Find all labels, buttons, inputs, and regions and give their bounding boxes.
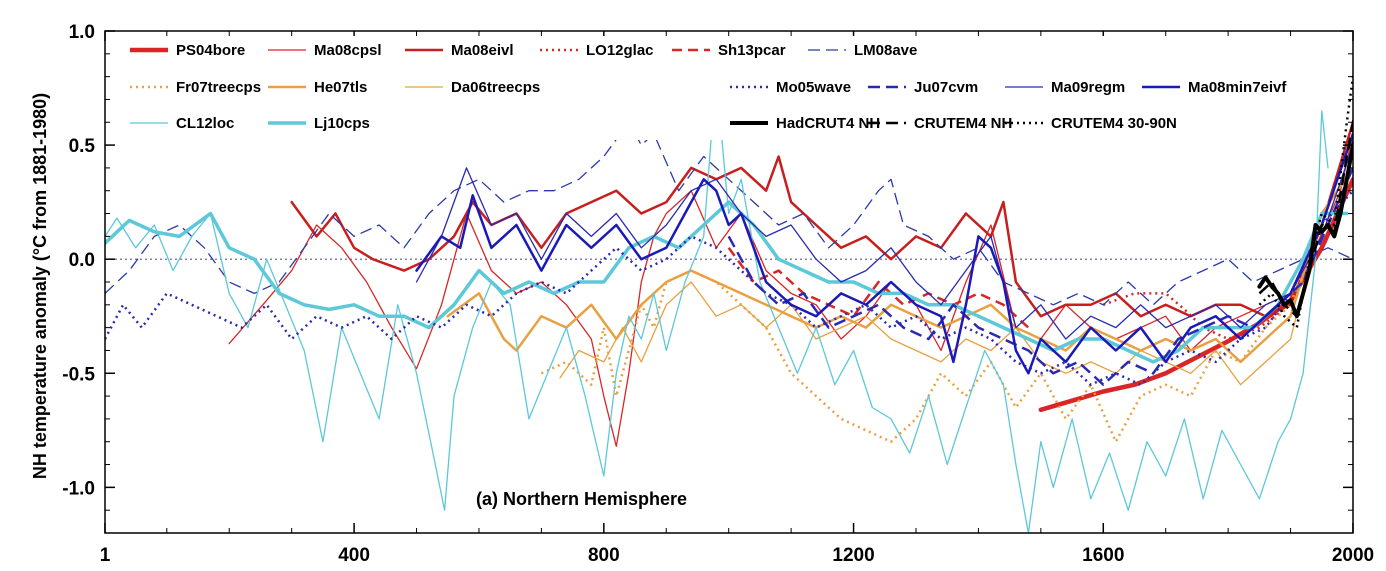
legend-label-ma08cpsl: Ma08cpsl	[314, 42, 382, 59]
y-axis-label: NH temperature anomaly (°C from 1881-198…	[30, 93, 50, 479]
y-tick-label: -0.5	[62, 364, 95, 385]
legend-label-lj10cps: Lj10cps	[314, 115, 370, 132]
series-group	[105, 67, 1353, 533]
x-tick-label: 2000	[1332, 545, 1374, 566]
chart-annotation: (a) Northern Hemisphere	[476, 489, 687, 509]
legend-label-sh13pcar: Sh13pcar	[718, 42, 786, 59]
y-tick-label: -1.0	[62, 478, 95, 499]
legend-label-ma09regm: Ma09regm	[1051, 79, 1125, 96]
legend-label-ju07cvm: Ju07cvm	[914, 79, 978, 96]
series-line-ps04bore	[1038, 177, 1353, 413]
series-line-sh13pcar	[727, 247, 1030, 329]
x-tick-label: 1200	[832, 545, 874, 566]
series-line-crutem4-30-90n	[1258, 67, 1353, 329]
legend-label-lo12glac: LO12glac	[586, 42, 654, 59]
plot-area: 1 400 800 1200 1600 2000 1.0 0.5 0.0 -0.5 -1.0	[62, 22, 1374, 566]
legend-background	[118, 36, 1300, 140]
legend-label-crutem4-30-90n: CRUTEM4 30-90N	[1051, 115, 1177, 132]
legend-label-hadcrut4-nh: HadCRUT4 NH	[776, 115, 880, 132]
series-line-lo12glac	[1102, 292, 1292, 341]
series-line-he07tls	[446, 166, 1353, 364]
series-line-cl12loc	[105, 71, 1329, 533]
legend-label-cl12loc: CL12loc	[176, 115, 234, 132]
series-line-ju07cvm	[727, 167, 1353, 386]
series-line-ma09regm	[415, 144, 1353, 340]
y-tick-label: 0.0	[69, 250, 95, 271]
series-line-lj10cps	[105, 200, 1349, 364]
x-tick-label: 1	[100, 545, 111, 566]
series-line-fr07treecps	[540, 213, 1323, 443]
series-line-da06treecps	[559, 167, 1353, 386]
legend-label-he07tls: He07tls	[314, 79, 367, 96]
series-line-ma08eivl	[290, 121, 1353, 318]
legend-label-mo05wave: Mo05wave	[776, 79, 851, 96]
legend: PS04bore Ma08cpsl Ma08eivl LO12glac Sh13pcar…	[118, 36, 1300, 140]
legend-label-ma08min7eivf: Ma08min7eivf	[1188, 79, 1287, 96]
legend-label-ps04bore: PS04bore	[176, 42, 245, 59]
series-line-mo05wave	[105, 189, 1353, 386]
y-tick-label: 1.0	[69, 22, 95, 43]
series-line-crutem4-nh	[1258, 115, 1353, 318]
x-tick-label: 1600	[1082, 545, 1124, 566]
legend-label-lm08ave: LM08ave	[854, 42, 917, 59]
legend-label-crutem4-nh: CRUTEM4 NH	[914, 115, 1012, 132]
legend-label-da06treecps: Da06treecps	[451, 79, 540, 96]
series-line-ma08cpsl	[228, 133, 1353, 447]
y-tick-label: 0.5	[69, 136, 96, 157]
series-line-lm08ave	[105, 121, 1353, 306]
legend-label-fr07treecps: Fr07treecps	[176, 79, 261, 96]
series-line-ma08min7eivf	[415, 132, 1353, 375]
x-tick-label: 400	[338, 545, 370, 566]
legend-label-ma08eivl: Ma08eivl	[451, 42, 514, 59]
x-tick-label: 800	[588, 545, 620, 566]
